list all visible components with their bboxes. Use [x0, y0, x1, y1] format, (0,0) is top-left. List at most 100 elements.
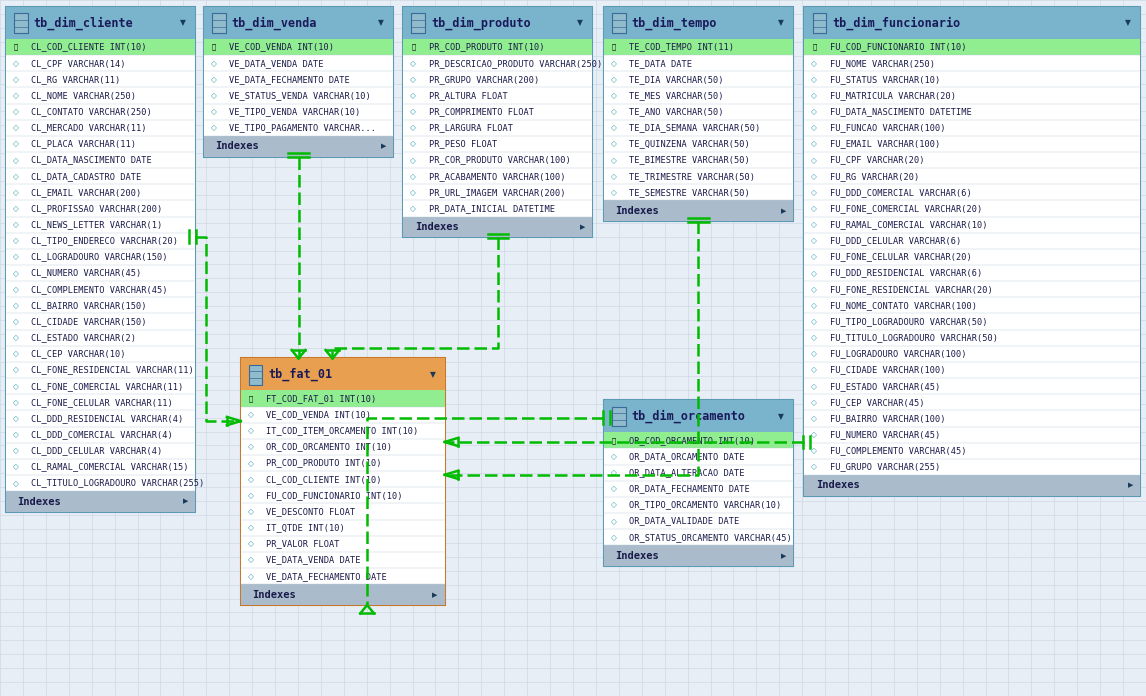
Text: CL_TITULO_LOGRADOURO VARCHAR(255): CL_TITULO_LOGRADOURO VARCHAR(255)	[31, 479, 204, 487]
Text: FU_DATA_NASCIMENTO DATETIME: FU_DATA_NASCIMENTO DATETIME	[830, 107, 972, 116]
Text: TE_DIA VARCHAR(50): TE_DIA VARCHAR(50)	[629, 75, 723, 84]
Bar	[604, 497, 793, 513]
Text: FU_DDD_COMERCIAL VARCHAR(6): FU_DDD_COMERCIAL VARCHAR(6)	[830, 188, 972, 197]
Bar	[241, 406, 445, 422]
Text: ◇: ◇	[248, 571, 253, 580]
Text: CL_RAMAL_COMERCIAL VARCHAR(15): CL_RAMAL_COMERCIAL VARCHAR(15)	[31, 462, 188, 471]
Text: ◇: ◇	[410, 75, 416, 84]
Text: ◇: ◇	[811, 381, 817, 390]
Bar	[804, 411, 1140, 427]
Text: ◇: ◇	[248, 475, 253, 484]
Text: ◇: ◇	[211, 75, 217, 84]
Text: CL_DDD_RESIDENCIAL VARCHAR(4): CL_DDD_RESIDENCIAL VARCHAR(4)	[31, 414, 183, 423]
Text: ▶: ▶	[780, 208, 786, 214]
Text: ◇: ◇	[811, 220, 817, 229]
Bar	[241, 584, 445, 605]
Text: TE_DATA DATE: TE_DATA DATE	[629, 58, 692, 68]
Bar	[804, 427, 1140, 443]
Bar	[604, 39, 793, 55]
Text: Indexes: Indexes	[252, 590, 296, 600]
Text: ▼: ▼	[180, 19, 186, 27]
Text: 🔑: 🔑	[14, 44, 18, 50]
Text: TE_BIMESTRE VARCHAR(50): TE_BIMESTRE VARCHAR(50)	[629, 156, 749, 164]
Bar	[6, 491, 195, 512]
Bar	[604, 513, 793, 529]
Bar	[403, 120, 592, 136]
Text: CL_DDD_CELULAR VARCHAR(4): CL_DDD_CELULAR VARCHAR(4)	[31, 446, 163, 455]
Text: ◇: ◇	[13, 269, 18, 278]
Text: ◇: ◇	[611, 172, 617, 181]
Bar	[403, 168, 592, 184]
Text: FU_ESTADO VARCHAR(45): FU_ESTADO VARCHAR(45)	[830, 381, 940, 390]
Bar	[604, 529, 793, 545]
Text: ◇: ◇	[248, 410, 253, 419]
Bar	[604, 71, 793, 88]
Bar	[804, 378, 1140, 394]
Bar	[403, 216, 592, 237]
Text: CL_PROFISSAO VARCHAR(200): CL_PROFISSAO VARCHAR(200)	[31, 204, 163, 213]
Bar	[403, 152, 592, 168]
Text: ◇: ◇	[811, 172, 817, 181]
Text: ◇: ◇	[13, 381, 18, 390]
Bar	[6, 232, 195, 249]
Text: CL_EMAIL VARCHAR(200): CL_EMAIL VARCHAR(200)	[31, 188, 141, 197]
Bar	[6, 55, 195, 71]
Text: ▶: ▶	[1128, 482, 1133, 489]
Text: ◇: ◇	[410, 172, 416, 181]
Text: PR_VALOR FLOAT: PR_VALOR FLOAT	[266, 539, 339, 548]
Text: VE_COD_VENDA INT(10): VE_COD_VENDA INT(10)	[266, 410, 371, 419]
Bar	[241, 471, 445, 487]
Text: CL_COD_CLIENTE INT(10): CL_COD_CLIENTE INT(10)	[31, 42, 147, 52]
Text: ◇: ◇	[410, 107, 416, 116]
Text: FU_NOME VARCHAR(250): FU_NOME VARCHAR(250)	[830, 58, 935, 68]
Text: ◇: ◇	[13, 237, 18, 245]
Text: CL_DATA_CADASTRO DATE: CL_DATA_CADASTRO DATE	[31, 172, 141, 181]
Text: TE_ANO VARCHAR(50): TE_ANO VARCHAR(50)	[629, 107, 723, 116]
Text: CL_NOME VARCHAR(250): CL_NOME VARCHAR(250)	[31, 91, 136, 100]
Bar	[6, 216, 195, 232]
Bar	[241, 552, 445, 568]
Text: ◇: ◇	[13, 139, 18, 148]
Bar	[804, 55, 1140, 71]
Bar	[6, 168, 195, 184]
Text: tb_fat_01: tb_fat_01	[268, 367, 332, 381]
Bar	[804, 313, 1140, 330]
Text: FU_COD_FUNCIONARIO INT(10): FU_COD_FUNCIONARIO INT(10)	[266, 491, 402, 500]
Bar	[6, 459, 195, 475]
Text: ◇: ◇	[811, 91, 817, 100]
Bar	[403, 55, 592, 71]
Text: CL_CIDADE VARCHAR(150): CL_CIDADE VARCHAR(150)	[31, 317, 147, 326]
Bar	[241, 439, 445, 455]
Text: CL_COD_CLIENTE INT(10): CL_COD_CLIENTE INT(10)	[266, 475, 382, 484]
Text: ▶: ▶	[380, 143, 386, 150]
Text: FU_LOGRADOURO VARCHAR(100): FU_LOGRADOURO VARCHAR(100)	[830, 349, 966, 358]
Bar	[804, 7, 1140, 496]
Bar	[804, 152, 1140, 168]
Text: ◇: ◇	[248, 443, 253, 452]
Bar	[6, 39, 195, 55]
Text: ◇: ◇	[13, 365, 18, 374]
Bar	[612, 13, 626, 33]
Text: ▶: ▶	[182, 498, 188, 505]
Text: TE_TRIMESTRE VARCHAR(50): TE_TRIMESTRE VARCHAR(50)	[629, 172, 755, 181]
Text: TE_MES VARCHAR(50): TE_MES VARCHAR(50)	[629, 91, 723, 100]
Text: PR_COD_PRODUTO INT(10): PR_COD_PRODUTO INT(10)	[429, 42, 544, 52]
Text: ▼: ▼	[378, 19, 384, 27]
Text: ▶: ▶	[580, 224, 586, 230]
Bar	[241, 422, 445, 439]
Bar	[403, 136, 592, 152]
Text: FU_BAIRRO VARCHAR(100): FU_BAIRRO VARCHAR(100)	[830, 414, 945, 423]
Bar	[6, 394, 195, 411]
Bar	[204, 120, 393, 136]
Bar	[804, 136, 1140, 152]
Text: tb_dim_tempo: tb_dim_tempo	[631, 16, 717, 30]
Text: ◇: ◇	[13, 107, 18, 116]
Text: VE_DATA_VENDA DATE: VE_DATA_VENDA DATE	[229, 58, 323, 68]
Bar	[6, 200, 195, 216]
Text: FU_CEP VARCHAR(45): FU_CEP VARCHAR(45)	[830, 398, 924, 406]
Bar	[804, 362, 1140, 378]
Text: FU_NUMERO VARCHAR(45): FU_NUMERO VARCHAR(45)	[830, 430, 940, 439]
Bar	[612, 406, 626, 427]
Text: TE_SEMESTRE VARCHAR(50): TE_SEMESTRE VARCHAR(50)	[629, 188, 749, 197]
Bar	[6, 120, 195, 136]
